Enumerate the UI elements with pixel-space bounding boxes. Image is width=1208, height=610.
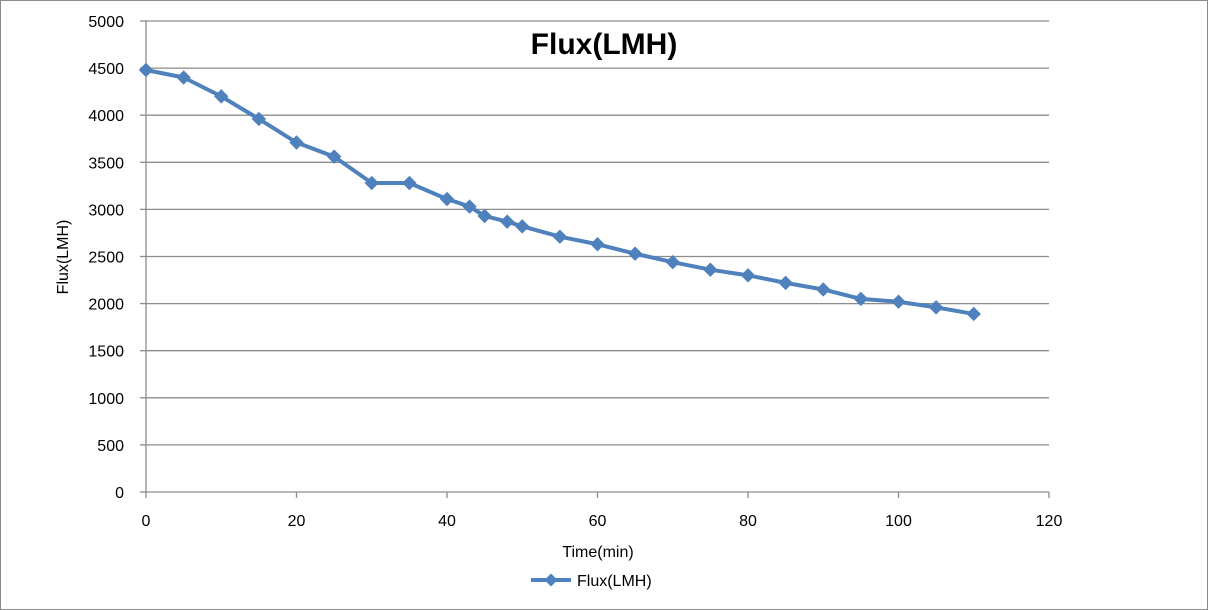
data-point-marker [966, 306, 981, 322]
data-point-marker [740, 268, 756, 283]
data-point-marker [138, 62, 154, 78]
y-tick-label: 2000 [88, 297, 124, 314]
data-point-marker [289, 135, 304, 150]
data-point-marker [928, 300, 944, 315]
y-tick-label: 5000 [88, 14, 124, 31]
y-tick-label: 2500 [88, 250, 124, 267]
x-tick-label: 80 [739, 513, 757, 530]
data-point-marker [499, 214, 515, 229]
y-tick-label: 0 [115, 485, 124, 502]
data-point-marker [816, 282, 831, 297]
x-tick-label: 100 [885, 513, 912, 530]
chart-title: Flux(LMH) [531, 28, 678, 61]
legend-label: Flux(LMH) [577, 573, 652, 590]
axes [140, 20, 1050, 498]
x-axis-title: Time(min) [562, 544, 633, 561]
data-point-marker [703, 262, 718, 277]
data-point-marker [778, 275, 793, 291]
data-point-marker [552, 229, 568, 244]
data-point-marker [665, 254, 680, 270]
y-tick-label: 1000 [88, 391, 124, 408]
data-point-marker [477, 208, 492, 224]
series-layer [138, 62, 981, 322]
data-point-marker [364, 175, 379, 191]
data-point-marker [462, 199, 477, 214]
data-point-marker [515, 219, 530, 234]
y-tick-label: 3500 [88, 155, 124, 172]
gridlines [146, 20, 1049, 446]
y-axis-title: Flux(LMH) [55, 220, 72, 295]
tick-labels: 0500100015002000250030003500400045005000… [88, 14, 1062, 530]
y-tick-label: 3000 [88, 202, 124, 219]
data-point-marker [891, 294, 906, 309]
x-tick-label: 20 [288, 513, 306, 530]
y-tick-label: 4000 [88, 108, 124, 125]
data-point-marker [590, 237, 605, 252]
legend: Flux(LMH) [531, 573, 652, 590]
data-point-marker [439, 191, 455, 207]
data-point-marker [853, 291, 869, 307]
x-tick-label: 120 [1036, 513, 1063, 530]
y-tick-label: 500 [97, 438, 124, 455]
data-point-marker [627, 246, 643, 261]
data-point-marker [326, 149, 342, 164]
data-point-marker [214, 89, 229, 104]
data-point-marker [402, 175, 417, 191]
x-tick-label: 40 [438, 513, 456, 530]
data-point-marker [251, 111, 267, 127]
data-point-marker [176, 70, 191, 85]
y-tick-label: 1500 [88, 344, 124, 361]
x-tick-label: 0 [142, 513, 151, 530]
legend-diamond-marker [544, 573, 558, 587]
x-tick-label: 60 [589, 513, 607, 530]
y-tick-label: 4500 [88, 61, 124, 78]
series-line [144, 67, 976, 316]
